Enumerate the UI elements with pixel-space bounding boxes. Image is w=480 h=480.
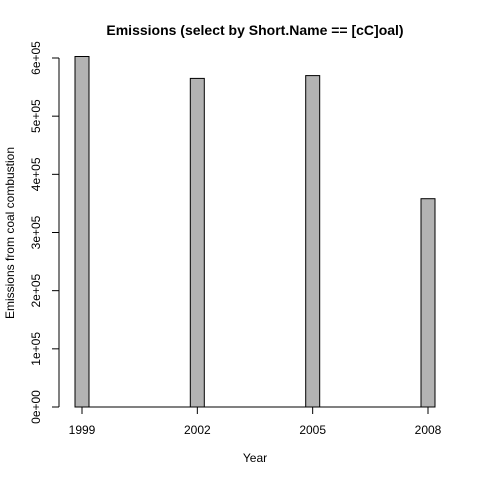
x-axis: 1999 2002 2005 2008 [69,406,442,437]
y-tick-label: 1e+05 [29,332,43,366]
x-tick-label: 2002 [184,423,211,437]
y-tick-label: 3e+05 [29,215,43,249]
bars-group [74,56,436,408]
y-tick-label: 2e+05 [29,273,43,307]
bar-2008 [420,198,436,408]
x-tick-label: 2008 [415,423,442,437]
bar-2005 [305,75,321,408]
chart-title: Emissions (select by Short.Name == [cC]o… [106,22,403,38]
y-tick-label: 6e+05 [29,41,43,75]
bar-1999 [74,56,90,408]
y-tick-label: 0e+00 [29,390,43,424]
y-tick-label: 5e+05 [29,99,43,133]
x-tick-label: 2005 [299,423,326,437]
x-tick-label: 1999 [69,423,96,437]
x-axis-label: Year [243,451,267,465]
y-axis-label: Emissions from coal combustion [3,147,17,319]
y-tick-label: 4e+05 [29,157,43,191]
y-axis: 0e+00 1e+05 2e+05 3e+05 4e+05 5e+05 6e+05 [29,41,60,424]
bar-2002 [189,77,205,408]
